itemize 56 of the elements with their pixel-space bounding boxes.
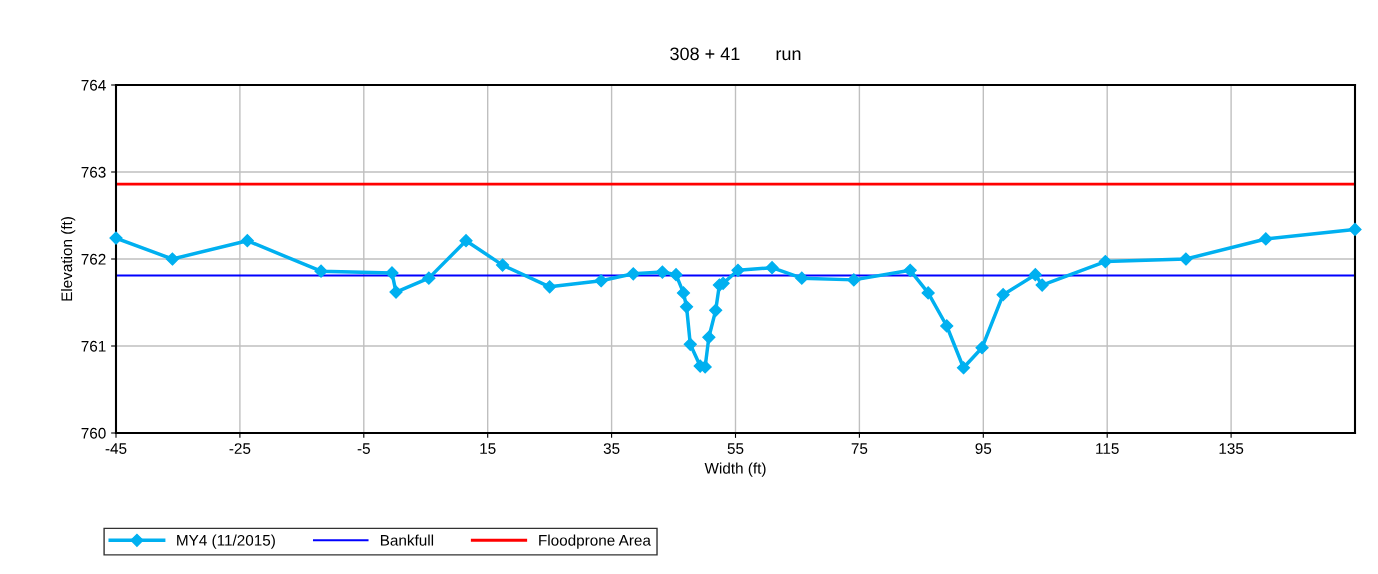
- x-tick-label: 35: [603, 443, 620, 454]
- x-tick-label: -25: [229, 443, 251, 454]
- y-tick-label: 761: [81, 340, 106, 352]
- point: [709, 303, 723, 317]
- point: [847, 273, 861, 287]
- x-tick-label: 115: [1096, 443, 1119, 454]
- x-tick-label: 75: [851, 443, 868, 454]
- y-tick-label: 764: [81, 79, 106, 91]
- point: [940, 319, 954, 333]
- point: [422, 271, 436, 285]
- y-axis-title: Elevation (ft): [60, 217, 76, 301]
- point: [626, 267, 640, 281]
- point: [676, 286, 691, 300]
- x-axis-title: Width (ft): [704, 462, 766, 477]
- point: [1028, 268, 1042, 282]
- point: [655, 265, 669, 279]
- y-tick-label: 760: [81, 427, 106, 439]
- point: [1259, 232, 1273, 246]
- x-tick-label: 15: [480, 443, 496, 454]
- x-tick-label: 95: [975, 443, 992, 454]
- point: [1348, 222, 1362, 237]
- point: [495, 258, 510, 272]
- point: [683, 337, 697, 351]
- y-tick-label: 762: [81, 253, 106, 265]
- point: [731, 263, 745, 277]
- point: [385, 266, 399, 280]
- point: [594, 274, 608, 288]
- point: [109, 231, 123, 245]
- x-tick-label: -5: [357, 443, 370, 454]
- point: [975, 341, 989, 355]
- point: [1098, 255, 1112, 269]
- legend-label: Bankfull: [380, 534, 434, 546]
- point: [679, 300, 694, 314]
- point: [702, 330, 716, 344]
- point: [903, 263, 917, 277]
- x-tick-label: 135: [1219, 443, 1244, 454]
- point: [795, 271, 809, 285]
- legend-label: Floodprone Area: [539, 534, 651, 549]
- legend-label: MY4 (11/2015): [177, 534, 275, 549]
- point: [1179, 252, 1193, 266]
- point: [240, 234, 254, 248]
- point: [314, 264, 328, 278]
- point: [1035, 278, 1049, 292]
- point: [996, 288, 1010, 302]
- point: [165, 252, 179, 266]
- point: [459, 234, 473, 248]
- y-tick-label: 763: [81, 166, 106, 178]
- point: [669, 268, 683, 282]
- point: [921, 286, 935, 300]
- point: [389, 285, 403, 299]
- x-tick-label: 55: [727, 443, 744, 454]
- chart-title: 308 + 41 run: [670, 47, 801, 61]
- point: [956, 361, 971, 375]
- point: [543, 280, 557, 294]
- x-tick-label: -45: [105, 443, 127, 454]
- point: [765, 261, 779, 275]
